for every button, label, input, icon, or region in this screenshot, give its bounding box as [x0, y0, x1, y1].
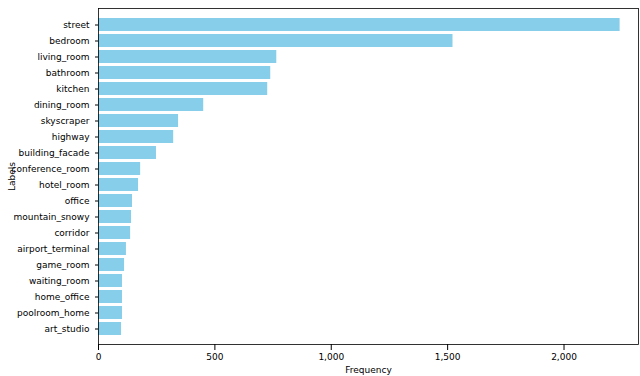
svg-text:poolroom_home: poolroom_home — [17, 308, 90, 318]
svg-text:waiting_room: waiting_room — [29, 276, 90, 286]
svg-text:500: 500 — [206, 352, 223, 362]
svg-text:office: office — [65, 196, 90, 206]
svg-text:art_studio: art_studio — [45, 324, 90, 334]
svg-text:mountain_snowy: mountain_snowy — [13, 212, 90, 222]
svg-text:1,000: 1,000 — [318, 352, 344, 362]
svg-text:bedroom: bedroom — [49, 36, 89, 46]
svg-text:home_office: home_office — [35, 292, 90, 302]
svg-text:bathroom: bathroom — [46, 68, 90, 78]
svg-text:dining_room: dining_room — [34, 100, 90, 110]
svg-text:game_room: game_room — [36, 260, 89, 270]
svg-text:kitchen: kitchen — [56, 84, 89, 94]
svg-text:Frequency: Frequency — [345, 365, 392, 375]
svg-text:corridor: corridor — [54, 228, 89, 238]
svg-text:Labels: Labels — [7, 162, 17, 191]
svg-text:building_facade: building_facade — [19, 148, 90, 158]
svg-text:0: 0 — [96, 352, 102, 362]
svg-text:conference_room: conference_room — [12, 164, 90, 174]
svg-text:hotel_room: hotel_room — [39, 180, 90, 190]
svg-text:highway: highway — [52, 132, 90, 142]
svg-text:2,000: 2,000 — [551, 352, 577, 362]
svg-text:1,500: 1,500 — [435, 352, 461, 362]
svg-text:airport_terminal: airport_terminal — [17, 244, 89, 254]
svg-text:street: street — [63, 20, 90, 30]
svg-text:living_room: living_room — [37, 52, 89, 62]
svg-text:skyscraper: skyscraper — [41, 116, 90, 126]
